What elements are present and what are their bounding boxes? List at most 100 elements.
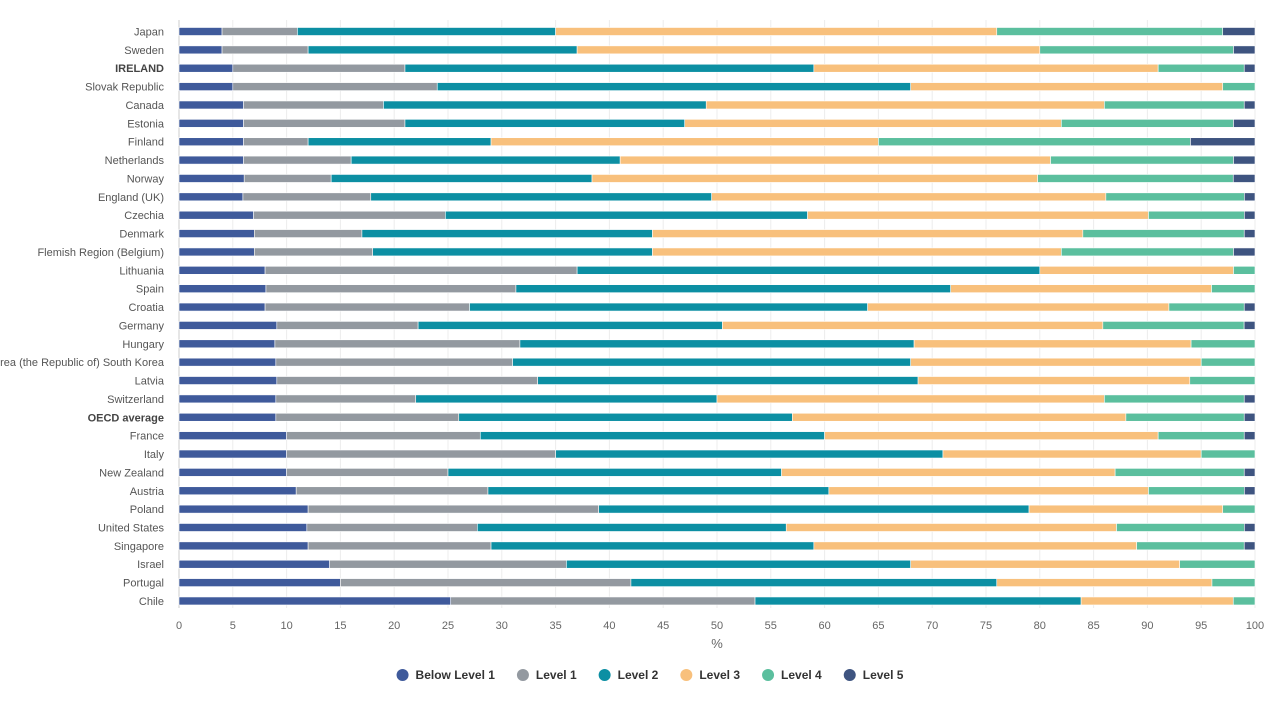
bar-segment-2-1: [232, 63, 406, 73]
category-label: New Zealand: [99, 467, 164, 479]
bar-segment-21-0: [178, 412, 277, 422]
bar-segment-15-4: [1168, 302, 1245, 312]
bar-segment-24-5: [1243, 468, 1256, 477]
bar-segment-17-3: [913, 339, 1192, 349]
bar-segment-24-4: [1114, 468, 1245, 477]
bar-segment-16-3: [722, 321, 1104, 330]
bar-segment-30-4: [1211, 578, 1256, 587]
bar-segment-17-0: [178, 339, 276, 349]
bar-segment-8-0: [178, 174, 245, 183]
legend-marker: [843, 669, 856, 681]
bar-segment-27-4: [1116, 523, 1245, 532]
bar-segment-4-5: [1243, 100, 1256, 110]
bar-segment-25-5: [1244, 486, 1256, 496]
bar-segment-2-3: [813, 63, 1159, 73]
bar-segment-8-1: [243, 174, 332, 183]
bar-segment-5-0: [178, 119, 244, 128]
category-label: Sweden: [124, 45, 164, 57]
bar-segment-22-1: [286, 431, 481, 440]
bar-segment-30-2: [630, 578, 998, 587]
category-label: Austria: [130, 486, 165, 498]
bar-segment-6-5: [1190, 137, 1256, 147]
bar-segment-17-1: [274, 339, 521, 349]
bar-segment-18-3: [910, 357, 1202, 367]
bar-segment-10-4: [1148, 210, 1245, 220]
bar-segment-28-1: [307, 541, 492, 551]
bar-segment-15-1: [264, 302, 470, 312]
bar-segment-0-4: [996, 27, 1224, 36]
legend-marker: [598, 669, 611, 681]
bar-segment-21-5: [1243, 412, 1256, 422]
bar-segment-1-2: [307, 45, 578, 55]
bar-segment-20-0: [178, 394, 277, 404]
category-label: Finland: [128, 137, 164, 149]
bar-segment-29-4: [1179, 559, 1256, 569]
category-label: Portugal: [123, 578, 164, 590]
category-label: Denmark: [119, 229, 164, 241]
legend-label: Level 4: [781, 668, 822, 682]
category-label: France: [130, 431, 164, 443]
category-label: Estonia: [127, 118, 165, 130]
bar-segment-2-4: [1157, 63, 1245, 73]
bar-segment-15-5: [1243, 302, 1256, 312]
category-label: Hungary: [122, 339, 164, 351]
bar-segment-6-1: [243, 137, 309, 147]
bar-segment-3-3: [910, 82, 1224, 91]
bar-segment-9-1: [242, 192, 372, 202]
bar-segment-18-1: [275, 357, 513, 367]
bar-segment-12-5: [1233, 247, 1256, 257]
bar-segment-28-0: [178, 541, 309, 551]
x-tick-label: 100: [1246, 620, 1264, 632]
legend-label: Level 3: [699, 668, 740, 682]
bar-segment-25-2: [487, 486, 830, 496]
bar-segment-4-4: [1104, 100, 1245, 110]
bar-segment-10-3: [807, 210, 1149, 220]
bar-segment-10-5: [1244, 210, 1256, 220]
legend-item[interactable]: Level 4: [762, 668, 822, 682]
bar-segment-3-2: [436, 82, 911, 91]
bar-segment-30-0: [178, 578, 341, 587]
x-tick-label: 45: [657, 620, 669, 632]
category-label: OECD average: [88, 412, 164, 424]
bar-segment-7-0: [178, 155, 244, 165]
category-label: England (UK): [98, 192, 164, 204]
bar-segment-8-5: [1232, 174, 1256, 183]
legend-item[interactable]: Level 2: [598, 668, 659, 682]
x-tick-label: 5: [230, 620, 236, 632]
bar-segment-1-1: [221, 45, 309, 55]
bar-segment-18-2: [512, 357, 911, 367]
bar-segment-22-0: [178, 431, 287, 440]
legend-item[interactable]: Level 5: [843, 668, 904, 682]
bar-segment-3-1: [232, 82, 438, 91]
bar-segment-22-2: [479, 431, 825, 440]
bar-segment-23-4: [1200, 449, 1256, 459]
category-label: Lithuania: [119, 265, 165, 277]
bar-segment-11-2: [361, 229, 653, 238]
bar-segment-14-0: [178, 284, 267, 293]
legend-label: Level 2: [618, 668, 659, 682]
legend-item[interactable]: Below Level 1: [396, 668, 496, 682]
bar-segment-29-0: [178, 559, 330, 569]
category-label: Norway: [127, 173, 165, 185]
bar-segment-3-0: [178, 82, 234, 91]
bar-segment-1-0: [178, 45, 223, 55]
bar-segment-26-2: [598, 504, 1030, 514]
x-tick-label: 15: [334, 620, 346, 632]
bar-segment-6-4: [878, 137, 1191, 147]
bar-segment-0-5: [1222, 27, 1256, 36]
bar-segment-21-4: [1125, 412, 1245, 422]
bar-segment-25-1: [295, 486, 489, 496]
bar-segment-13-3: [1039, 266, 1234, 275]
bar-segment-2-2: [404, 63, 815, 73]
legend-item[interactable]: Level 3: [680, 668, 740, 682]
bar-segment-16-5: [1243, 321, 1256, 330]
x-tick-label: 95: [1195, 620, 1207, 632]
bar-segment-22-4: [1157, 431, 1245, 440]
bar-segment-23-3: [942, 449, 1202, 459]
bar-segment-5-1: [243, 119, 406, 128]
bar-segment-3-4: [1222, 82, 1256, 91]
x-tick-label: 80: [1034, 620, 1046, 632]
legend-item[interactable]: Level 1: [516, 668, 577, 682]
category-label: Czechia: [124, 210, 165, 222]
bar-segment-14-4: [1211, 284, 1256, 293]
